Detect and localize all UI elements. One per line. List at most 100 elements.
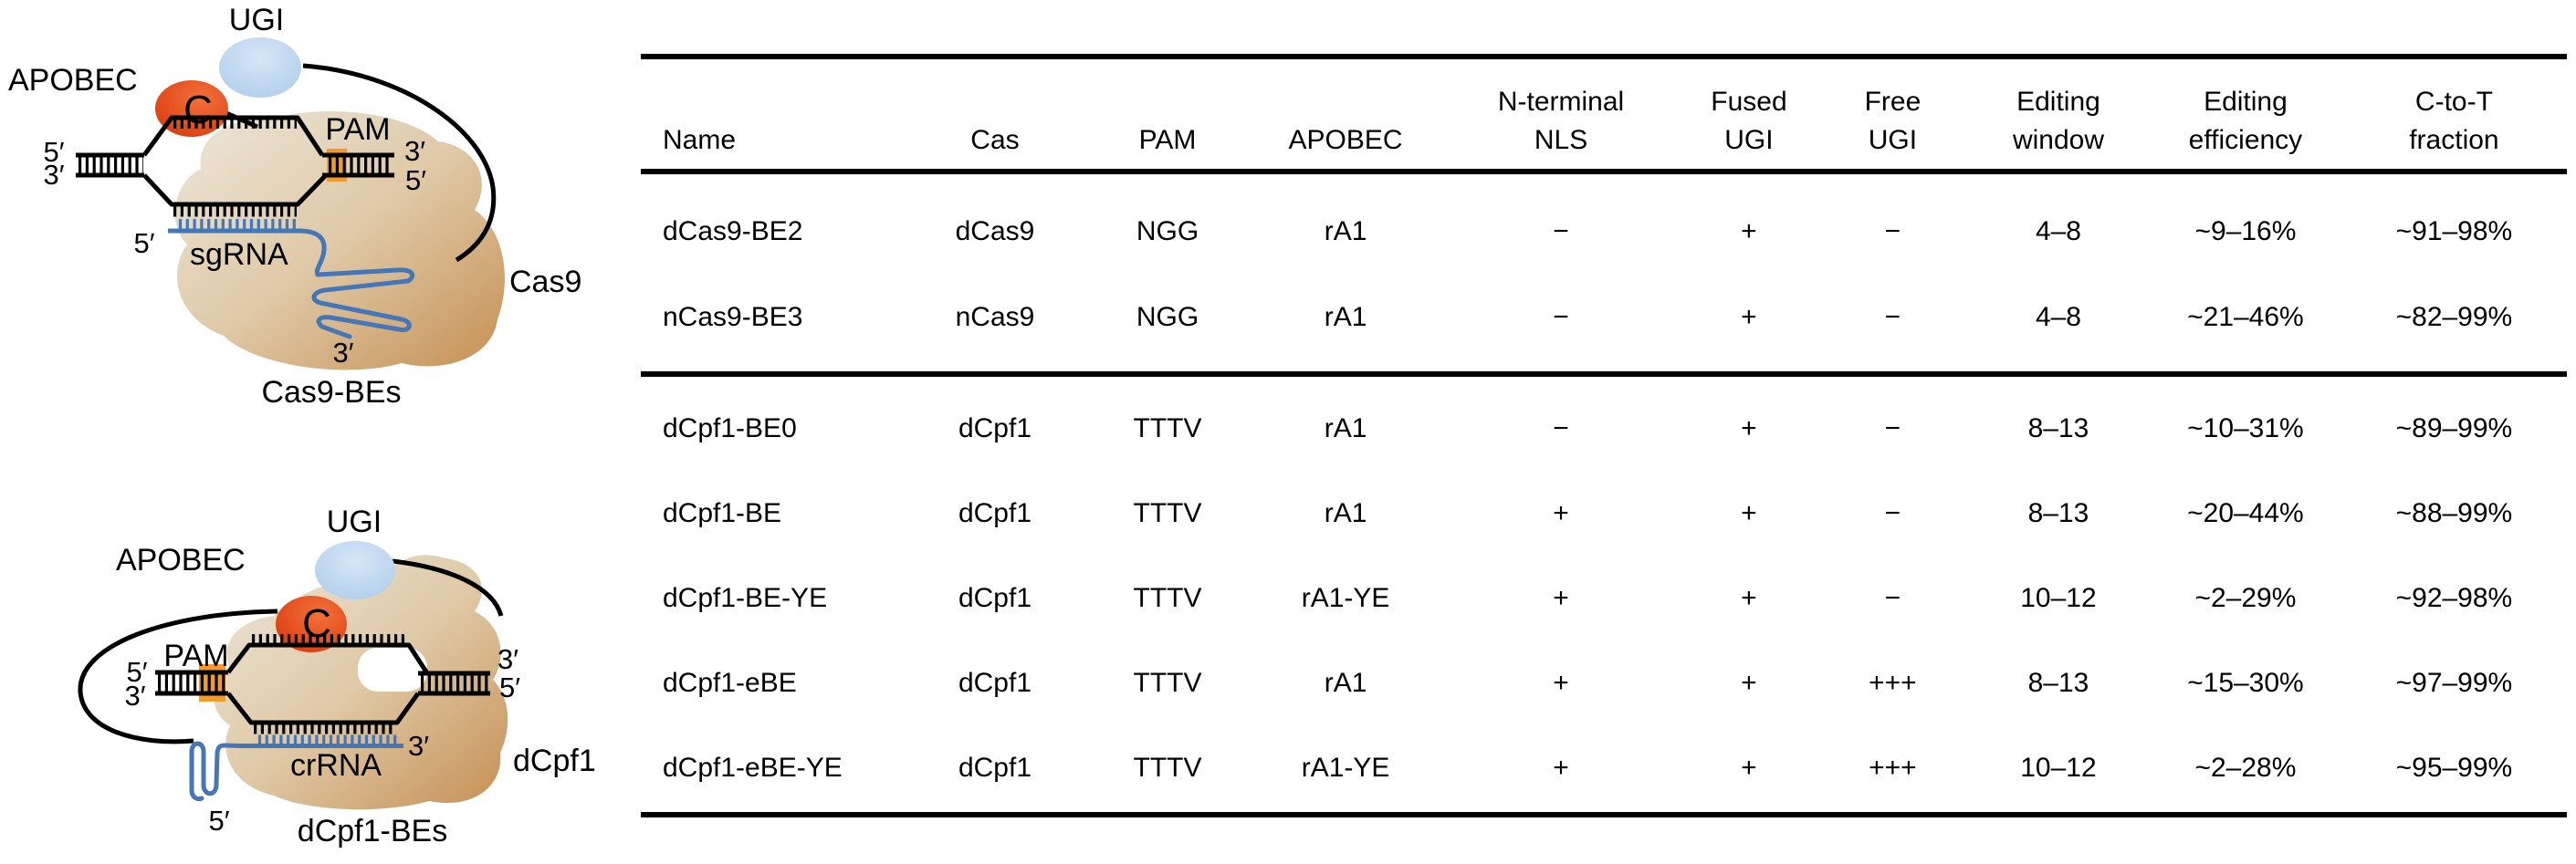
value-cell: ~20–44% <box>2187 497 2304 528</box>
value-cell: + <box>1553 667 1569 698</box>
value-cell: rA1-YE <box>1301 752 1390 783</box>
table-row: dCpf1-BE0 dCpf1 TTTV rA1 − + − 8–13 ~10–31% ~89–9… <box>641 386 2567 471</box>
value-cell: ~15–30% <box>2187 667 2304 698</box>
value-cell: − <box>1553 216 1569 246</box>
value-cell: dCpf1 <box>958 752 1032 783</box>
table-bottom-rule <box>641 812 2567 817</box>
sgrna-three-prime-label: 3′ <box>332 337 353 369</box>
value-cell: 8–13 <box>2027 497 2089 528</box>
apobec-linker <box>78 609 278 744</box>
protein-label: dCpf1 <box>513 744 596 778</box>
dna-strand <box>226 692 421 725</box>
ugi-linker <box>302 63 497 263</box>
value-cell: nCas9 <box>955 302 1035 332</box>
column-header-pam: PAM <box>1138 125 1197 155</box>
base-editor-table: Name Cas PAM APOBEC N-terminal NLS Fused… <box>641 54 2567 817</box>
value-cell: + <box>1741 216 1757 246</box>
value-cell: 4–8 <box>2035 302 2081 332</box>
column-header-editing-window: Editing window <box>2012 87 2104 155</box>
value-cell: + <box>1741 752 1757 783</box>
dna-strand <box>142 173 328 207</box>
column-header-name: Name <box>663 125 737 155</box>
ugi-linker <box>392 558 504 617</box>
value-cell: rA1 <box>1324 302 1367 332</box>
row-name-cell: dCpf1-BE0 <box>663 412 797 443</box>
column-header-free-ugi: Free UGI <box>1864 87 1922 155</box>
value-cell: TTTV <box>1133 412 1202 443</box>
crrna-three-prime-label: 3′ <box>408 730 429 762</box>
dna-strand <box>141 115 325 157</box>
ugi-ellipse <box>219 37 301 98</box>
value-cell: +++ <box>1869 752 1917 783</box>
apobec-label: APOBEC <box>8 63 138 98</box>
value-cell: + <box>1741 302 1757 332</box>
dna-right-top-label: 3′ <box>404 135 425 167</box>
value-cell: + <box>1741 412 1757 443</box>
value-cell: + <box>1741 667 1757 698</box>
value-cell: ~82–99% <box>2395 302 2513 332</box>
table-row: nCas9-BE3 nCas9 NGG rA1 − + − 4–8 ~21–46% ~82–99% <box>641 275 2567 360</box>
dna-left-top-label: 5′ <box>126 656 147 688</box>
value-cell: − <box>1884 216 1901 246</box>
value-cell: ~10–31% <box>2187 412 2304 443</box>
value-cell: 8–13 <box>2027 412 2089 443</box>
dna-right-bottom-label: 5′ <box>499 671 520 703</box>
dna-left-top-label: 5′ <box>43 136 64 168</box>
pam-label: PAM <box>325 112 390 147</box>
row-name-cell: dCpf1-eBE-YE <box>663 752 843 783</box>
table-row: dCas9-BE2 dCas9 NGG rA1 − + − 4–8 ~9–16% ~91–98% <box>641 189 2567 275</box>
protein-label: Cas9 <box>509 265 581 299</box>
table-section-divider-rule <box>641 371 2567 377</box>
column-header-nterminal-nls: N-terminal NLS <box>1497 87 1625 155</box>
row-name-cell: dCpf1-BE <box>663 497 782 528</box>
table-row: dCpf1-eBE-YE dCpf1 TTTV rA1-YE + + +++ 10–12 ~2–… <box>641 725 2567 810</box>
column-header-ctot-fraction: C-to-T fraction <box>2409 87 2499 155</box>
value-cell: 4–8 <box>2035 216 2081 246</box>
cpf1-diagram: UGI APOBEC C PAM 5′ 3′ 3′ 5′ 3′ crRNA 5′… <box>78 505 596 848</box>
table-header-rule <box>641 169 2567 174</box>
value-cell: 8–13 <box>2027 667 2089 698</box>
table-row: dCpf1-BE dCpf1 TTTV rA1 + + − 8–13 ~20–44% ~88–99… <box>641 471 2567 556</box>
value-cell: ~91–98% <box>2395 216 2513 246</box>
table-row: dCpf1-BE-YE dCpf1 TTTV rA1-YE + + − 10–12 ~2–29%… <box>641 556 2567 640</box>
column-header-cas: Cas <box>970 125 1020 155</box>
value-cell: dCas9 <box>955 216 1035 246</box>
value-cell: TTTV <box>1133 497 1202 528</box>
crrna-label: crRNA <box>290 748 382 783</box>
ugi-label: UGI <box>327 505 382 539</box>
value-cell: 10–12 <box>2020 752 2097 783</box>
value-cell: + <box>1741 582 1757 613</box>
panel-caption: dCpf1-BEs <box>298 814 447 848</box>
value-cell: − <box>1884 412 1901 443</box>
crrna-five-prime-label: 5′ <box>208 805 229 837</box>
value-cell: − <box>1553 412 1569 443</box>
value-cell: − <box>1884 497 1901 528</box>
value-cell: NGG <box>1136 216 1199 246</box>
panel-caption: Cas9-BEs <box>261 375 401 410</box>
value-cell: rA1-YE <box>1301 582 1390 613</box>
value-cell: ~97–99% <box>2395 667 2513 698</box>
value-cell: + <box>1741 497 1757 528</box>
cas9-diagram: UGI APOBEC C PAM 5′ 3′ 3′ 5′ 5′ sgRNA 3′… <box>8 3 581 410</box>
value-cell: ~95–99% <box>2395 752 2513 783</box>
value-cell: − <box>1553 302 1569 332</box>
value-cell: ~2–29% <box>2194 582 2297 613</box>
row-name-cell: nCas9-BE3 <box>663 302 803 332</box>
cas9-protein-blob <box>174 111 505 370</box>
table-section-0: dCas9-BE2 dCas9 NGG rA1 − + − 4–8 ~9–16% ~91–98% n… <box>641 174 2567 371</box>
value-cell: TTTV <box>1133 582 1202 613</box>
value-cell: dCpf1 <box>958 582 1032 613</box>
deaminated-base-label: C <box>183 88 213 132</box>
value-cell: ~92–98% <box>2395 582 2513 613</box>
value-cell: + <box>1553 497 1569 528</box>
sgrna-scaffold <box>298 228 415 339</box>
row-name-cell: dCpf1-eBE <box>663 667 797 698</box>
value-cell: TTTV <box>1133 667 1202 698</box>
table-header-row: Name Cas PAM APOBEC N-terminal NLS Fused… <box>641 59 2567 169</box>
value-cell: dCpf1 <box>958 412 1032 443</box>
value-cell: + <box>1553 582 1569 613</box>
dna-left-bottom-label: 3′ <box>124 680 145 712</box>
dna-right-top-label: 3′ <box>497 643 518 675</box>
sgrna-five-prime-label: 5′ <box>133 227 154 259</box>
